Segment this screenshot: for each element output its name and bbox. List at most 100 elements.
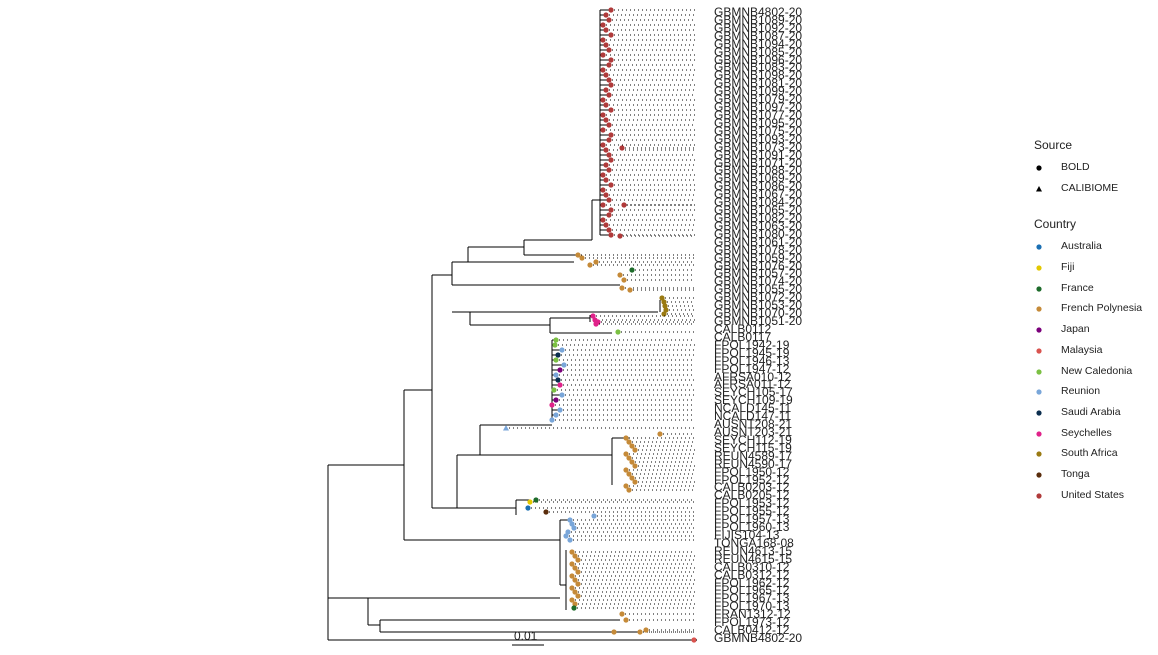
tip-point bbox=[543, 509, 549, 515]
tip-label: FIJIS104-13 bbox=[714, 527, 780, 542]
tip-point bbox=[691, 637, 697, 643]
tip-label: GBMNB1089-20 bbox=[714, 12, 803, 27]
tip-point bbox=[569, 597, 575, 603]
tip-label: FPOL1960-13 bbox=[714, 520, 790, 535]
tip-label: GBMNB1073-20 bbox=[714, 139, 803, 154]
tip-point bbox=[606, 92, 612, 98]
tip-point bbox=[626, 471, 632, 477]
legend-country-new-caledonia: New Caledonia bbox=[1034, 364, 1158, 385]
color-dot-icon bbox=[1036, 472, 1042, 478]
tip-label: FPOL1953-12 bbox=[714, 496, 790, 511]
tip-label: GBMNB1075-20 bbox=[714, 123, 803, 138]
tip-label: GBMNB1063-20 bbox=[714, 218, 803, 233]
tip-point bbox=[567, 537, 573, 543]
tip-label: GBMNB1087-20 bbox=[714, 28, 803, 43]
tip-label: SEYCH115-19 bbox=[714, 440, 792, 455]
tip-point bbox=[603, 177, 609, 183]
tip-point bbox=[608, 182, 614, 188]
tip-point bbox=[629, 443, 635, 449]
tip-label-column: GBMNB4802-20 GBMNB1089-20 GBMNB1092-20 GBMN… bbox=[714, 6, 824, 646]
tip-label: CALB0203-12 bbox=[714, 480, 790, 495]
tip-point bbox=[553, 397, 559, 403]
tip-label: GBMNB1080-20 bbox=[714, 226, 803, 241]
tip-label: FRAN1312-12 bbox=[714, 607, 791, 622]
tip-point bbox=[551, 387, 557, 393]
tip-point bbox=[643, 627, 649, 633]
tip-point bbox=[615, 329, 621, 335]
tip-point bbox=[627, 287, 633, 293]
color-dot-icon bbox=[1036, 286, 1042, 292]
tip-point bbox=[600, 112, 606, 118]
tip-point bbox=[572, 601, 578, 607]
tip-label: REUN4589-17 bbox=[714, 448, 793, 463]
tip-label: GBMNB1095-20 bbox=[714, 115, 803, 130]
tip-label: GBMNB1097-20 bbox=[714, 100, 803, 115]
tip-label: GBMNB1069-20 bbox=[714, 171, 803, 186]
tip-point bbox=[569, 521, 575, 527]
tip-point bbox=[600, 172, 606, 178]
tip-point bbox=[608, 232, 614, 238]
tip-point bbox=[606, 47, 612, 53]
color-dot-icon bbox=[1036, 327, 1042, 333]
tip-label: GBMNB1084-20 bbox=[714, 195, 803, 210]
tip-point bbox=[606, 227, 612, 233]
tip-point bbox=[632, 447, 638, 453]
tip-label: AUSNT208-21 bbox=[714, 417, 793, 432]
tip-label: GBMNB1085-20 bbox=[714, 44, 803, 59]
legend-country-french-polynesia: French Polynesia bbox=[1034, 301, 1158, 322]
tip-point bbox=[569, 549, 575, 555]
tip-point bbox=[572, 577, 578, 583]
tip-label: FPOL1955-12 bbox=[714, 504, 790, 519]
tip-label: SEYCH109-19 bbox=[714, 393, 793, 408]
legend-country-list: Australia Fiji France French Polynesia Japan… bbox=[1034, 239, 1158, 508]
legend-country-label: Seychelles bbox=[1061, 426, 1112, 439]
tip-point bbox=[629, 267, 635, 273]
tip-point bbox=[606, 137, 612, 143]
tip-label: REUN4590-17 bbox=[714, 456, 793, 471]
legend-country-label: Saudi Arabia bbox=[1061, 405, 1121, 418]
color-dot-icon bbox=[1036, 493, 1042, 499]
tip-point bbox=[600, 202, 606, 208]
tip-label: REUN4615-15 bbox=[714, 551, 793, 566]
tip-point bbox=[555, 352, 561, 358]
tip-point bbox=[629, 459, 635, 465]
tip-point bbox=[632, 479, 638, 485]
tip-label: GBMNB1067-20 bbox=[714, 187, 803, 202]
tip-label: FPOL1957-13 bbox=[714, 512, 790, 527]
legend-country-reunion: Reunion bbox=[1034, 384, 1158, 405]
legend-country-fiji: Fiji bbox=[1034, 260, 1158, 281]
color-dot-icon bbox=[1036, 389, 1042, 395]
tip-point bbox=[553, 372, 559, 378]
tip-label: AUSNT203-21 bbox=[714, 424, 793, 439]
legend-source-bold: BOLD bbox=[1034, 160, 1158, 181]
tip-point bbox=[603, 42, 609, 48]
legend-country-tonga: Tonga bbox=[1034, 467, 1158, 488]
color-dot-icon bbox=[1036, 244, 1042, 250]
tip-label: SEYCH112-19 bbox=[714, 432, 792, 447]
tip-label: GBMNB1072-20 bbox=[714, 290, 803, 305]
tip-label: GBMNB1065-20 bbox=[714, 203, 803, 218]
tip-point bbox=[553, 357, 559, 363]
tip-label: TONGA168-08 bbox=[714, 535, 794, 550]
tip-point bbox=[608, 32, 614, 38]
tip-point bbox=[603, 117, 609, 123]
legend-country-label: United States bbox=[1061, 488, 1125, 501]
legend-source-label: CALIBIOME bbox=[1061, 181, 1119, 194]
legend-country-label: Australia bbox=[1061, 240, 1102, 253]
tip-point bbox=[623, 435, 629, 441]
tip-point bbox=[603, 27, 609, 33]
color-dot-icon bbox=[1036, 410, 1042, 416]
tip-point bbox=[617, 233, 623, 239]
tip-label: GBMNB1076-20 bbox=[714, 258, 803, 273]
tip-label: FPOL1942-19 bbox=[714, 337, 790, 352]
legend-country-label: Malaysia bbox=[1061, 343, 1103, 356]
tip-point bbox=[621, 277, 627, 283]
tip-point bbox=[606, 212, 612, 218]
tip-label: CALB0205-12 bbox=[714, 488, 790, 503]
tip-point bbox=[619, 611, 625, 617]
tip-point bbox=[569, 561, 575, 567]
tip-point bbox=[600, 22, 606, 28]
tip-label: NCALD145-11 bbox=[714, 401, 792, 416]
color-dot-icon bbox=[1036, 306, 1042, 313]
